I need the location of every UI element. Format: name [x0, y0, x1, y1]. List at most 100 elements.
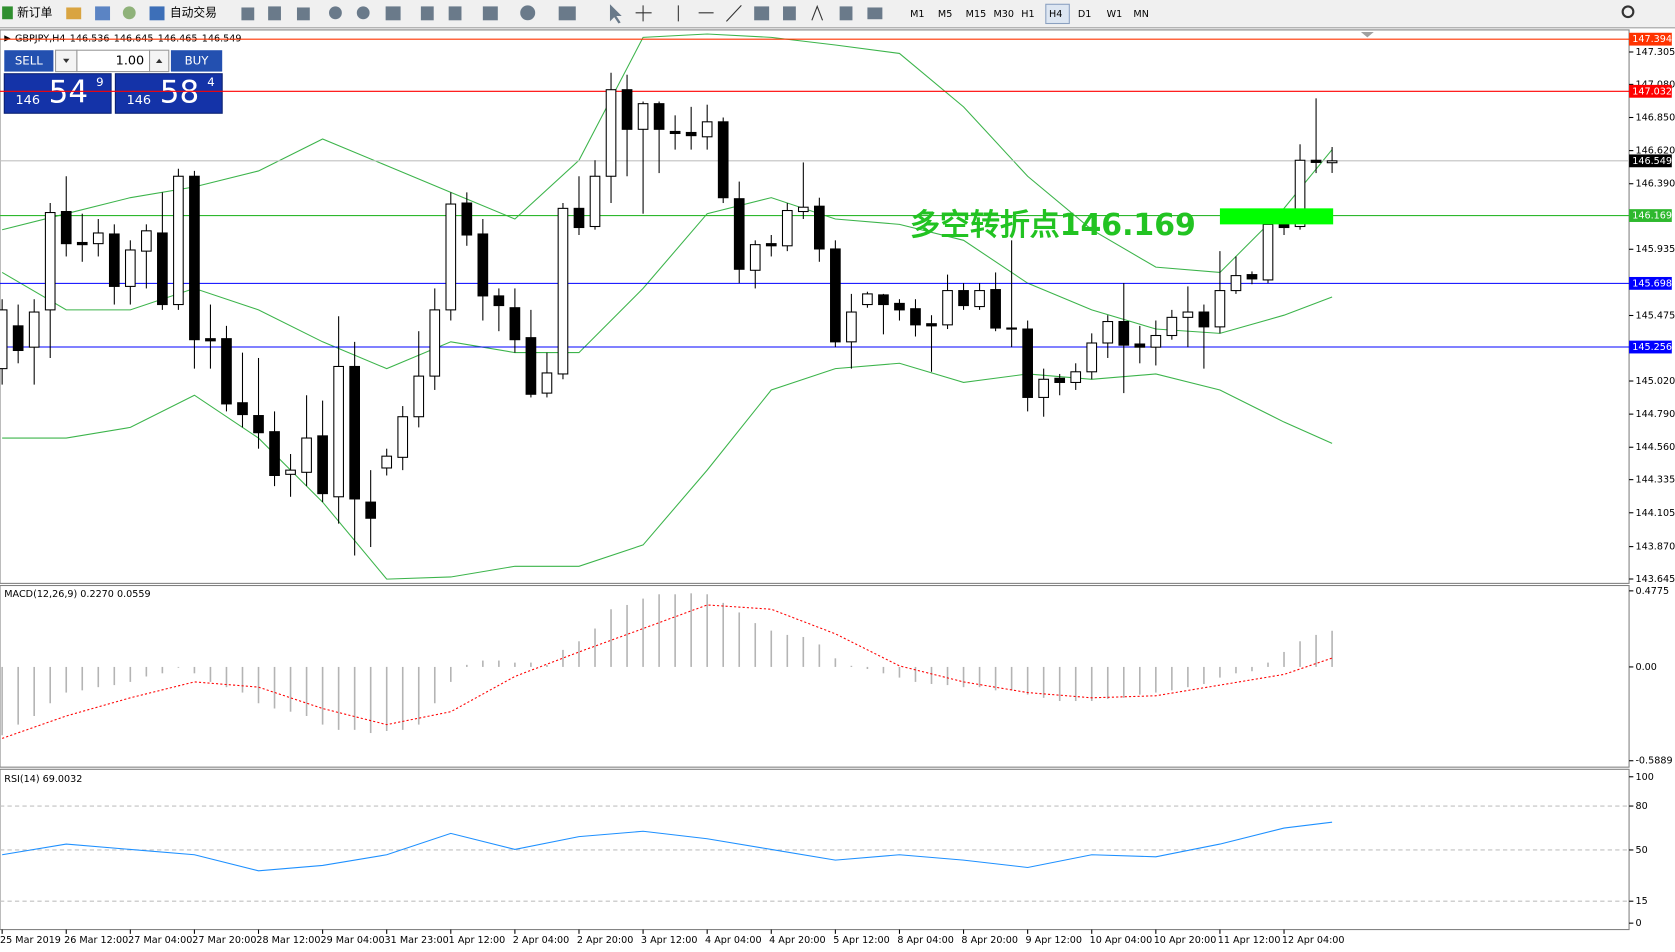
toolbar-icon[interactable] — [385, 6, 401, 21]
toolbar-icon[interactable] — [558, 6, 576, 21]
candle-body — [317, 435, 328, 495]
candle-body — [717, 121, 729, 199]
candle-body — [0, 309, 8, 370]
candle-body — [269, 431, 280, 477]
annotation: 多空转折点146.169 — [910, 208, 1196, 243]
candle-body — [189, 175, 200, 341]
x-tick-label: 25 Mar 2019 — [0, 935, 61, 946]
toolbar-icon[interactable] — [783, 6, 796, 21]
timeframe-button[interactable]: M5 — [938, 9, 952, 20]
toolbar-icon[interactable] — [122, 6, 136, 20]
toolbar-icon[interactable] — [329, 6, 342, 20]
lot-value[interactable]: 1.00 — [116, 53, 145, 68]
y-tick-label: 143.645 — [1635, 574, 1675, 585]
candle-body — [1278, 223, 1290, 229]
toolbar-icon[interactable] — [420, 6, 434, 21]
toolbar-icon[interactable] — [754, 6, 770, 21]
autotrade-icon[interactable] — [149, 6, 165, 21]
toolbar-icon[interactable] — [356, 6, 370, 20]
candle-body — [926, 323, 937, 327]
candle-body — [1294, 159, 1306, 228]
line-tools[interactable] — [677, 4, 742, 22]
ask-box[interactable] — [114, 73, 223, 114]
candle-body — [749, 244, 761, 271]
x-tick-label: 2 Apr 20:00 — [577, 935, 634, 946]
ask-point: 4 — [207, 75, 214, 89]
candle-body — [413, 375, 425, 418]
pane-label: RSI(14) 69.0032 — [4, 774, 82, 785]
y-tick-label: 144.105 — [1635, 508, 1675, 519]
sell-label[interactable]: SELL — [15, 53, 43, 67]
level-box — [1629, 276, 1672, 290]
toolbar-icon[interactable] — [66, 7, 82, 20]
toolbar-icon[interactable] — [482, 6, 498, 21]
candle-body — [1326, 160, 1338, 164]
y-tick-label: 144.790 — [1635, 409, 1675, 420]
candle-body — [878, 294, 889, 306]
candle-body — [141, 230, 152, 252]
candle-body — [621, 89, 633, 130]
candle-body — [333, 365, 344, 498]
timeframe-button[interactable]: M15 — [966, 9, 987, 20]
text-tool[interactable] — [811, 4, 824, 21]
toolbar-icon[interactable] — [867, 7, 883, 20]
candle-body — [797, 206, 809, 213]
timeframe-button[interactable]: H4 — [1049, 9, 1062, 20]
new-order-icon[interactable] — [2, 6, 13, 20]
candle-body — [157, 232, 168, 306]
timeframe-button[interactable]: M1 — [910, 9, 924, 20]
search-icon[interactable] — [1621, 5, 1635, 19]
candle-body — [12, 325, 24, 352]
toolbar-icon[interactable] — [241, 7, 255, 21]
candle-body — [1022, 328, 1033, 398]
candle-body — [60, 210, 72, 245]
timeframe-button[interactable]: W1 — [1107, 9, 1123, 20]
level-label: 147.032 — [1632, 86, 1672, 97]
candle-body — [733, 198, 745, 270]
y-tick-label: 145.020 — [1635, 376, 1675, 387]
timeframe-button[interactable]: MN — [1133, 9, 1148, 20]
x-tick-label: 29 Mar 04:00 — [320, 935, 384, 946]
crosshair-tool[interactable] — [635, 5, 652, 22]
ask-pips: 58 — [160, 75, 199, 111]
cursor-tool[interactable] — [609, 4, 622, 24]
bid-big: 146 — [16, 93, 40, 108]
timeframe-button[interactable]: M30 — [993, 9, 1014, 20]
candle-body — [589, 175, 601, 228]
y-tick-label: 147.080 — [1635, 79, 1675, 90]
x-tick-label: 11 Apr 12:00 — [1218, 935, 1281, 946]
sell-button[interactable] — [4, 50, 54, 72]
timeframe-button[interactable]: D1 — [1078, 9, 1092, 20]
toolbar-icon[interactable] — [839, 6, 853, 21]
autotrade-button[interactable]: 自动交易 — [170, 5, 217, 19]
bid-point: 9 — [96, 75, 103, 89]
candle-body — [1134, 343, 1146, 348]
toolbar-icon[interactable] — [268, 6, 281, 21]
timeframe-button[interactable]: H1 — [1021, 9, 1034, 20]
buy-label[interactable]: BUY — [185, 53, 210, 67]
candle-body — [1038, 378, 1050, 398]
y-tick-label: 0.4775 — [1635, 586, 1669, 597]
new-order-button[interactable]: 新订单 — [17, 5, 52, 19]
toolbar-icon[interactable] — [448, 6, 462, 21]
toolbar-icon[interactable] — [95, 6, 111, 21]
bid-box[interactable] — [3, 73, 112, 114]
candle-body — [1262, 223, 1274, 281]
candle-body — [173, 175, 184, 306]
candle-body — [1166, 316, 1178, 337]
level-label: 145.256 — [1632, 342, 1672, 353]
x-tick-label: 10 Apr 04:00 — [1090, 935, 1153, 946]
x-tick-label: 10 Apr 20:00 — [1154, 935, 1217, 946]
buy-button[interactable] — [170, 50, 223, 72]
header-marker — [4, 35, 11, 42]
candle-body — [349, 365, 360, 500]
level-box — [1629, 84, 1672, 98]
candle-body — [365, 501, 377, 519]
x-tick-label: 8 Apr 20:00 — [961, 935, 1018, 946]
toolbar-icon[interactable] — [296, 7, 310, 21]
level-box — [1629, 32, 1672, 46]
y-tick-label: 147.305 — [1635, 47, 1675, 58]
toolbar-icon[interactable] — [520, 5, 536, 21]
x-tick-label: 26 Mar 12:00 — [64, 935, 128, 946]
